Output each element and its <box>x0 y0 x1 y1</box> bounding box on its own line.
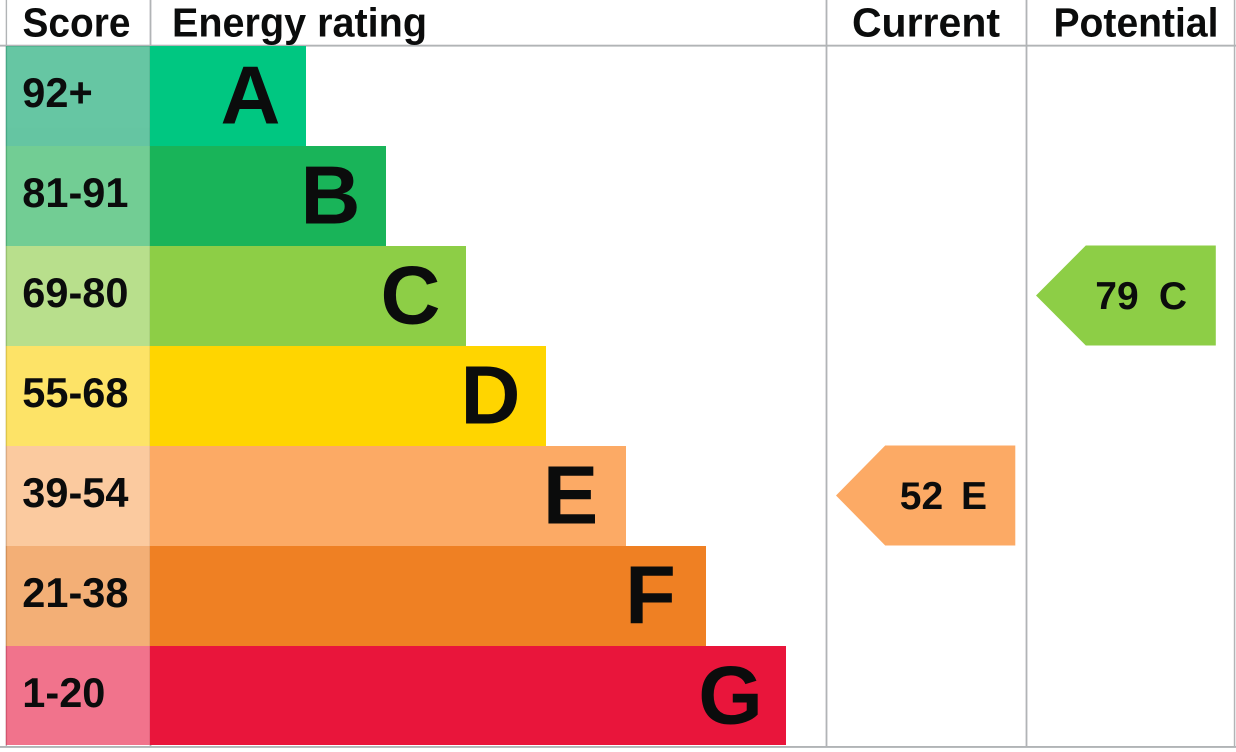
svg-text:C: C <box>1159 275 1187 318</box>
svg-text:39-54: 39-54 <box>22 469 128 516</box>
svg-text:21-38: 21-38 <box>22 569 128 616</box>
svg-text:A: A <box>221 49 281 142</box>
svg-text:D: D <box>461 349 521 442</box>
svg-text:C: C <box>381 249 441 342</box>
svg-text:81-91: 81-91 <box>22 169 128 216</box>
svg-text:B: B <box>301 149 361 242</box>
svg-text:Score: Score <box>23 0 131 46</box>
svg-text:79: 79 <box>1095 275 1138 318</box>
svg-text:1-20: 1-20 <box>22 669 105 716</box>
svg-text:Current: Current <box>852 0 1000 46</box>
svg-text:Potential: Potential <box>1054 0 1219 46</box>
svg-text:55-68: 55-68 <box>22 369 128 416</box>
svg-text:E: E <box>961 475 987 518</box>
svg-text:92+: 92+ <box>22 69 92 116</box>
svg-text:69-80: 69-80 <box>22 269 128 316</box>
svg-text:Energy rating: Energy rating <box>172 0 427 46</box>
svg-text:F: F <box>625 549 676 642</box>
svg-text:E: E <box>543 449 598 542</box>
svg-text:G: G <box>698 649 763 742</box>
svg-text:52: 52 <box>900 475 943 518</box>
